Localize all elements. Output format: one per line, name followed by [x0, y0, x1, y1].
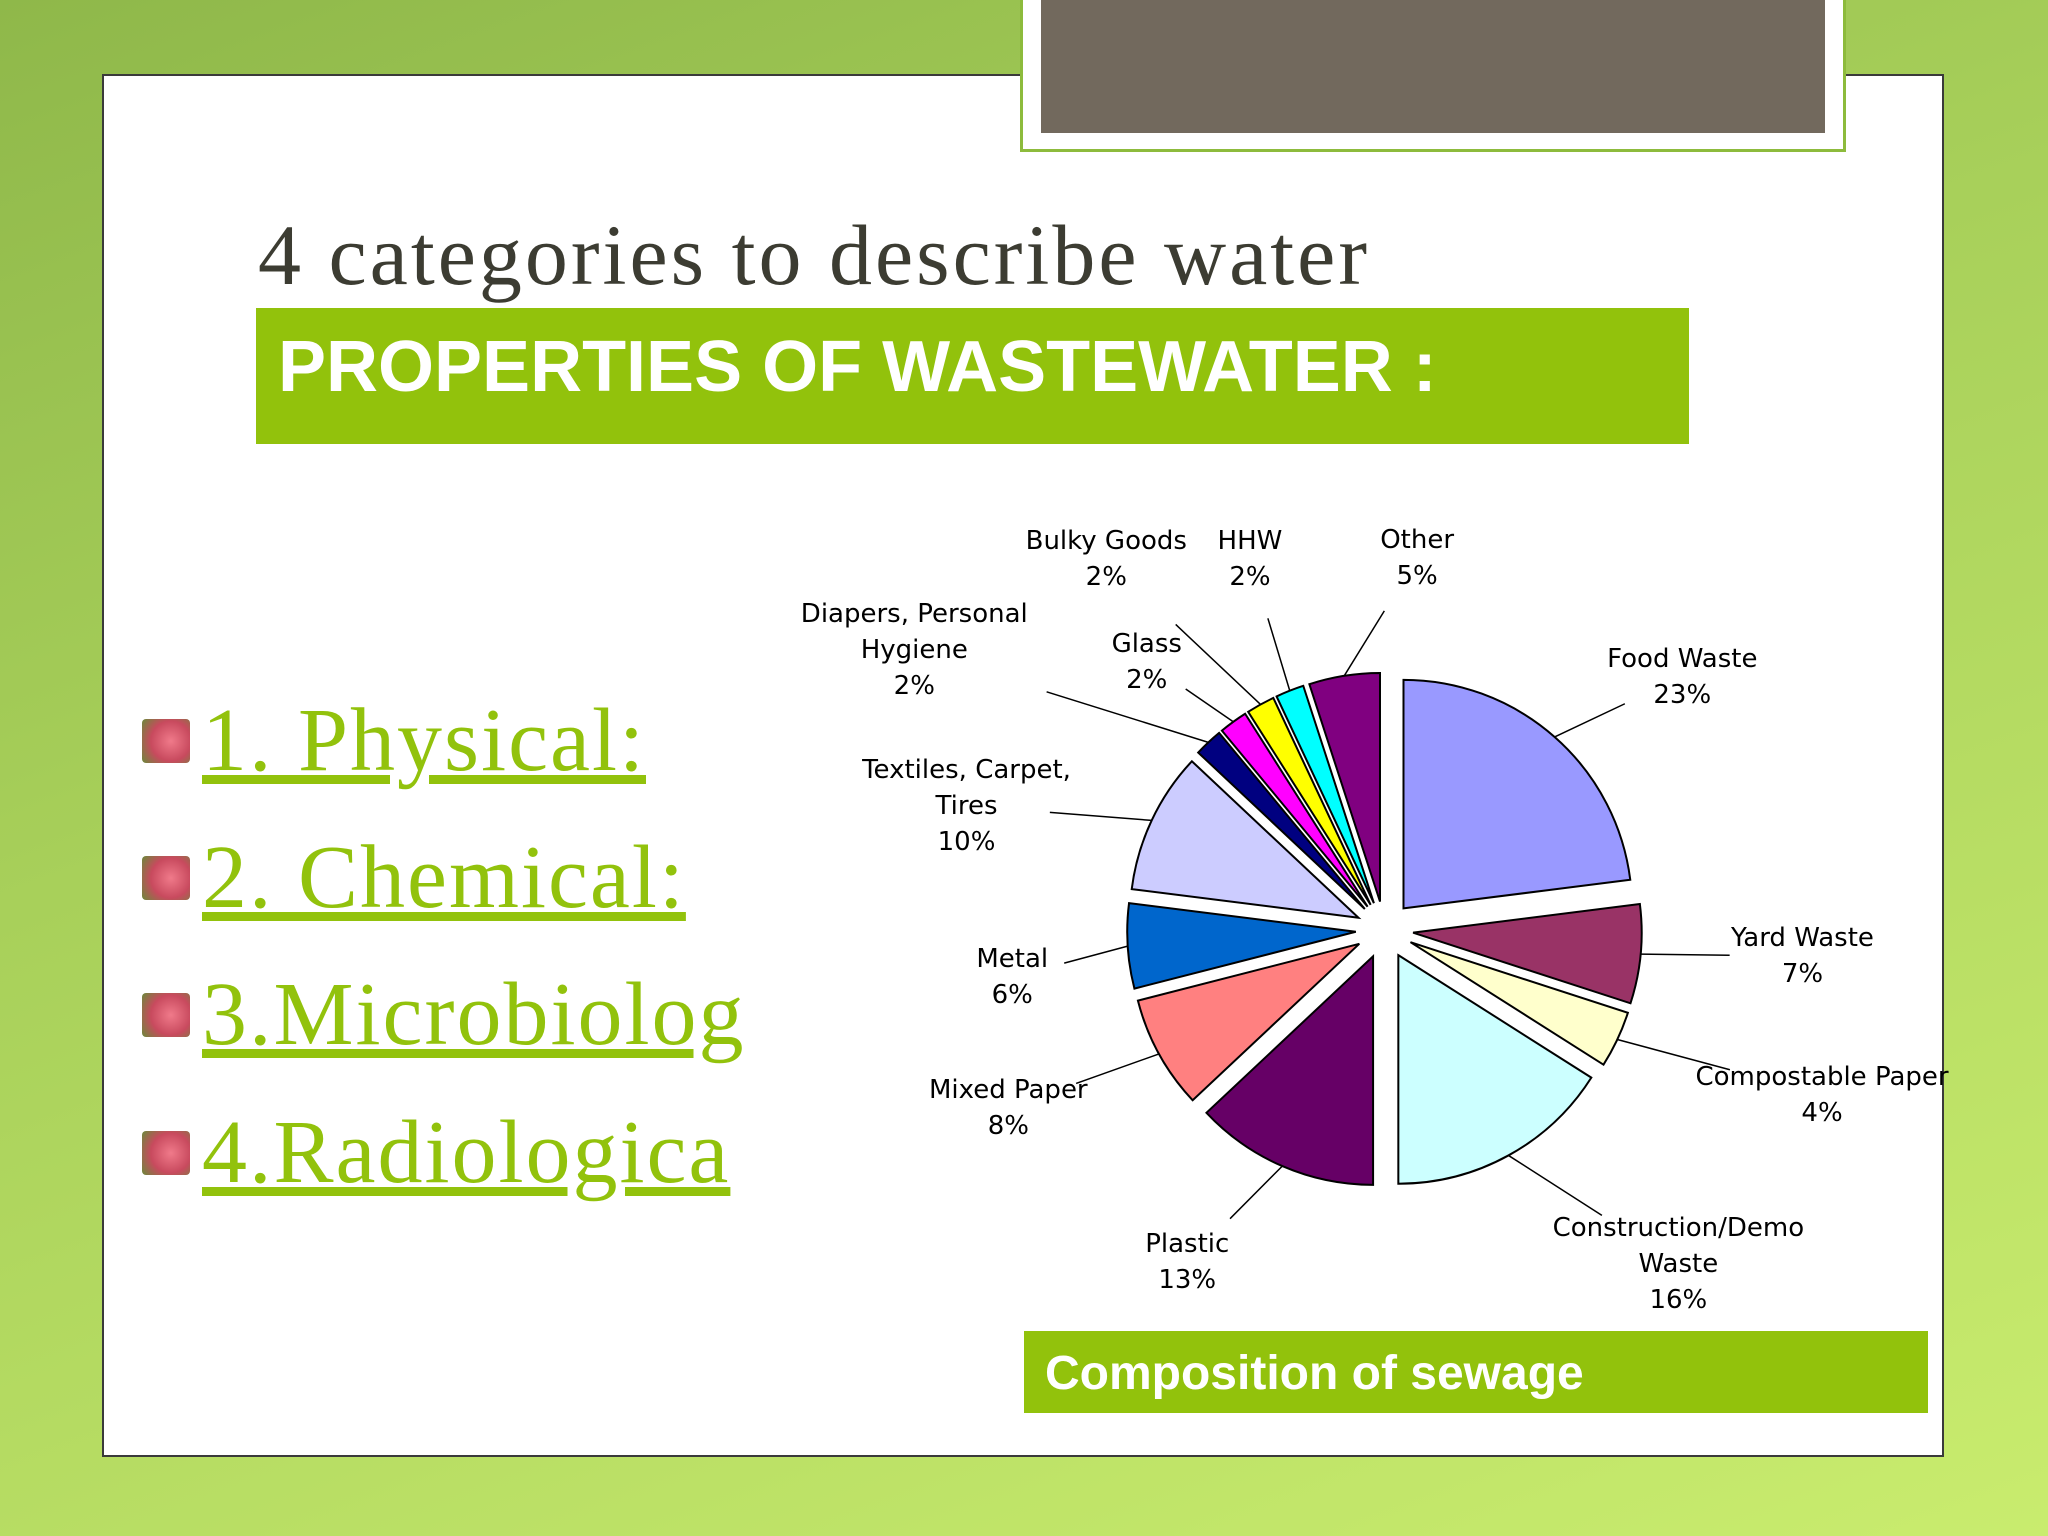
leader-line — [1049, 811, 1152, 822]
slice-name: Plastic — [1145, 1228, 1230, 1259]
slice-value: 23% — [1653, 679, 1712, 710]
pie-slice — [1409, 941, 1630, 1067]
pie-slice — [1308, 672, 1381, 902]
caption-box — [1024, 1331, 1928, 1413]
slice-value: 5% — [1396, 560, 1438, 591]
pie-slice — [1246, 696, 1372, 906]
slice-label: Mixed Paper 8% — [918, 1072, 1098, 1144]
slice-value: 6% — [991, 979, 1033, 1010]
list-item[interactable]: 4.Radiologica — [202, 1102, 731, 1202]
leader-line — [1640, 953, 1730, 956]
slice-value: 13% — [1158, 1264, 1217, 1295]
slice-label: Metal 6% — [962, 941, 1062, 1013]
slice-name: Other — [1380, 524, 1455, 555]
bullet — [142, 856, 190, 901]
bullet — [142, 719, 190, 764]
header-tab-fill — [1041, 0, 1825, 133]
pie-slice — [1220, 712, 1369, 908]
slice-value: 10% — [937, 826, 996, 857]
pie-slice — [1126, 901, 1357, 990]
slice-value: 7% — [1781, 959, 1824, 990]
slice-label: HHW 2% — [1200, 523, 1300, 595]
banner — [256, 308, 1689, 444]
leader-line — [1185, 688, 1234, 723]
slide-title: 4 categories to describe water — [258, 207, 1370, 303]
slice-label: Plastic 13% — [1127, 1226, 1247, 1298]
slice-value: 16% — [1649, 1285, 1708, 1316]
slice-value: 2% — [1126, 665, 1168, 696]
bullet — [142, 1130, 190, 1175]
slice-name: HHW — [1217, 526, 1283, 557]
slice-name: Mixed Paper — [928, 1074, 1088, 1105]
slice-name: Glass — [1111, 629, 1182, 660]
slide-panel — [102, 74, 1944, 1457]
leader-line — [1508, 1154, 1603, 1216]
caption: Composition of sewage — [1045, 1347, 1584, 1400]
leader-line — [1343, 610, 1385, 677]
slice-label: Textiles, Carpet, Tires 10% — [852, 752, 1082, 860]
pie-slice — [1136, 942, 1360, 1102]
slice-name: Diapers, Personal Hygiene — [800, 599, 1028, 666]
slice-label: Diapers, Personal Hygiene 2% — [784, 596, 1044, 704]
leader-line — [1175, 623, 1262, 706]
slice-name: Compostable Paper — [1695, 1061, 1949, 1092]
banner-text: PROPERTIES OF WASTEWATER : — [278, 327, 1437, 407]
slice-label: Yard Waste 7% — [1702, 920, 1902, 992]
slice-value: 2% — [1085, 562, 1127, 593]
leader-line — [1617, 1038, 1731, 1071]
leader-line — [1046, 691, 1209, 744]
slice-label: Food Waste 23% — [1582, 641, 1782, 713]
pie-slice — [1397, 953, 1593, 1185]
slice-value: 4% — [1801, 1097, 1843, 1128]
pie-slice — [1130, 759, 1362, 920]
list-item[interactable]: 3.Microbiolog — [202, 965, 746, 1065]
slice-name: Metal — [976, 943, 1049, 974]
slice-name: Yard Waste — [1730, 923, 1874, 954]
leader-line — [1554, 703, 1626, 738]
list-item[interactable]: 2. Chemical: — [202, 828, 686, 928]
slice-label: Glass 2% — [1097, 626, 1197, 698]
slice-name: Bulky Goods — [1025, 526, 1187, 557]
slice-value: 2% — [1229, 562, 1271, 593]
pie-slice — [1205, 954, 1375, 1186]
slice-value: 8% — [987, 1110, 1029, 1141]
leader-line — [1229, 1165, 1283, 1220]
slice-name: Textiles, Carpet, Tires — [862, 754, 1071, 821]
leader-line — [1064, 945, 1128, 964]
pie-slice — [1275, 684, 1375, 904]
list-item[interactable]: 1. Physical: — [202, 691, 646, 791]
slice-value: 2% — [893, 671, 935, 702]
slice-label: Bulky Goods 2% — [1016, 523, 1196, 595]
leader-line — [1075, 1053, 1160, 1085]
bullet — [142, 993, 190, 1038]
slice-label: Construction/Demo Waste 16% — [1548, 1210, 1808, 1318]
slice-label: Compostable Paper 4% — [1692, 1059, 1952, 1131]
slice-name: Food Waste — [1607, 643, 1758, 674]
slice-label: Other 5% — [1367, 522, 1467, 594]
slice-name: Construction/Demo Waste — [1552, 1213, 1805, 1280]
pie-slice — [1402, 678, 1632, 910]
leader-line — [1267, 618, 1291, 691]
